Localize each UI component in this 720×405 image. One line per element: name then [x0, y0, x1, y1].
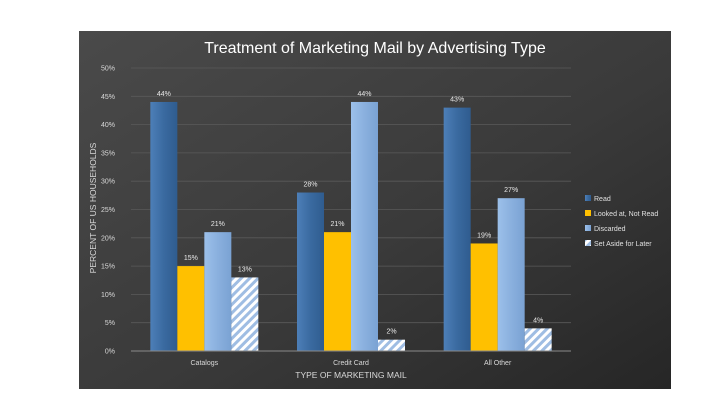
- bar: [204, 232, 232, 351]
- data-label: 44%: [357, 91, 371, 98]
- bar: [378, 339, 405, 351]
- bar-chart: Treatment of Marketing Mail by Advertisi…: [79, 31, 671, 389]
- bars: 44% 15% 21% 13% 28% 21% 44% 2% 43% 19% 27% 4%: [150, 91, 552, 352]
- y-tick-label: 5%: [105, 320, 115, 327]
- data-label: 19%: [477, 232, 491, 239]
- bar: [497, 198, 525, 351]
- data-label: 43%: [450, 97, 464, 104]
- legend-label: Set Aside for Later: [594, 241, 652, 248]
- bar: [324, 232, 351, 351]
- y-tick-label: 10%: [101, 292, 115, 299]
- x-tick-label: All Other: [484, 360, 512, 367]
- legend-swatch: [585, 210, 591, 216]
- bar: [231, 277, 259, 351]
- bar: [470, 243, 498, 351]
- chart-container: Treatment of Marketing Mail by Advertisi…: [79, 31, 671, 389]
- bar: [150, 101, 178, 352]
- y-tick-label: 40%: [101, 122, 115, 129]
- data-label: 21%: [211, 221, 225, 228]
- bar: [443, 107, 471, 352]
- y-tick-label: 25%: [101, 207, 115, 214]
- y-tick-label: 0%: [105, 349, 115, 356]
- bar: [177, 266, 205, 351]
- data-label: 13%: [238, 266, 252, 273]
- x-axis-label: TYPE OF MARKETING MAIL: [295, 370, 407, 380]
- y-axis-ticks: 0% 5% 10% 15% 20% 25% 30% 35% 40% 45% 50%: [101, 66, 115, 356]
- y-tick-label: 50%: [101, 66, 115, 73]
- y-tick-label: 45%: [101, 94, 115, 101]
- data-label: 4%: [533, 317, 543, 324]
- legend: Read Looked at, Not Read Discarded Set Asid…: [585, 195, 658, 248]
- x-tick-label: Credit Card: [333, 360, 369, 367]
- legend-swatch: [585, 240, 591, 246]
- data-label: 28%: [303, 182, 317, 189]
- legend-label: Discarded: [594, 226, 626, 233]
- y-tick-label: 30%: [101, 179, 115, 186]
- y-axis-label: PERCENT OF US HOUSEHOLDS: [88, 142, 98, 273]
- data-label: 2%: [386, 329, 396, 336]
- legend-swatch: [585, 195, 591, 201]
- y-tick-label: 15%: [101, 264, 115, 271]
- y-tick-label: 20%: [101, 235, 115, 242]
- x-tick-label: Catalogs: [191, 360, 219, 367]
- data-label: 44%: [157, 91, 171, 98]
- bar: [297, 192, 324, 351]
- data-label: 15%: [184, 255, 198, 262]
- legend-label: Looked at, Not Read: [594, 211, 658, 218]
- data-label: 21%: [330, 221, 344, 228]
- data-label: 27%: [504, 187, 518, 194]
- legend-label: Read: [594, 196, 611, 203]
- bar: [524, 328, 552, 351]
- legend-swatch: [585, 225, 591, 231]
- chart-title: Treatment of Marketing Mail by Advertisi…: [204, 40, 546, 57]
- x-axis-ticks: Catalogs Credit Card All Other: [191, 360, 512, 367]
- y-tick-label: 35%: [101, 150, 115, 157]
- bar: [351, 101, 378, 352]
